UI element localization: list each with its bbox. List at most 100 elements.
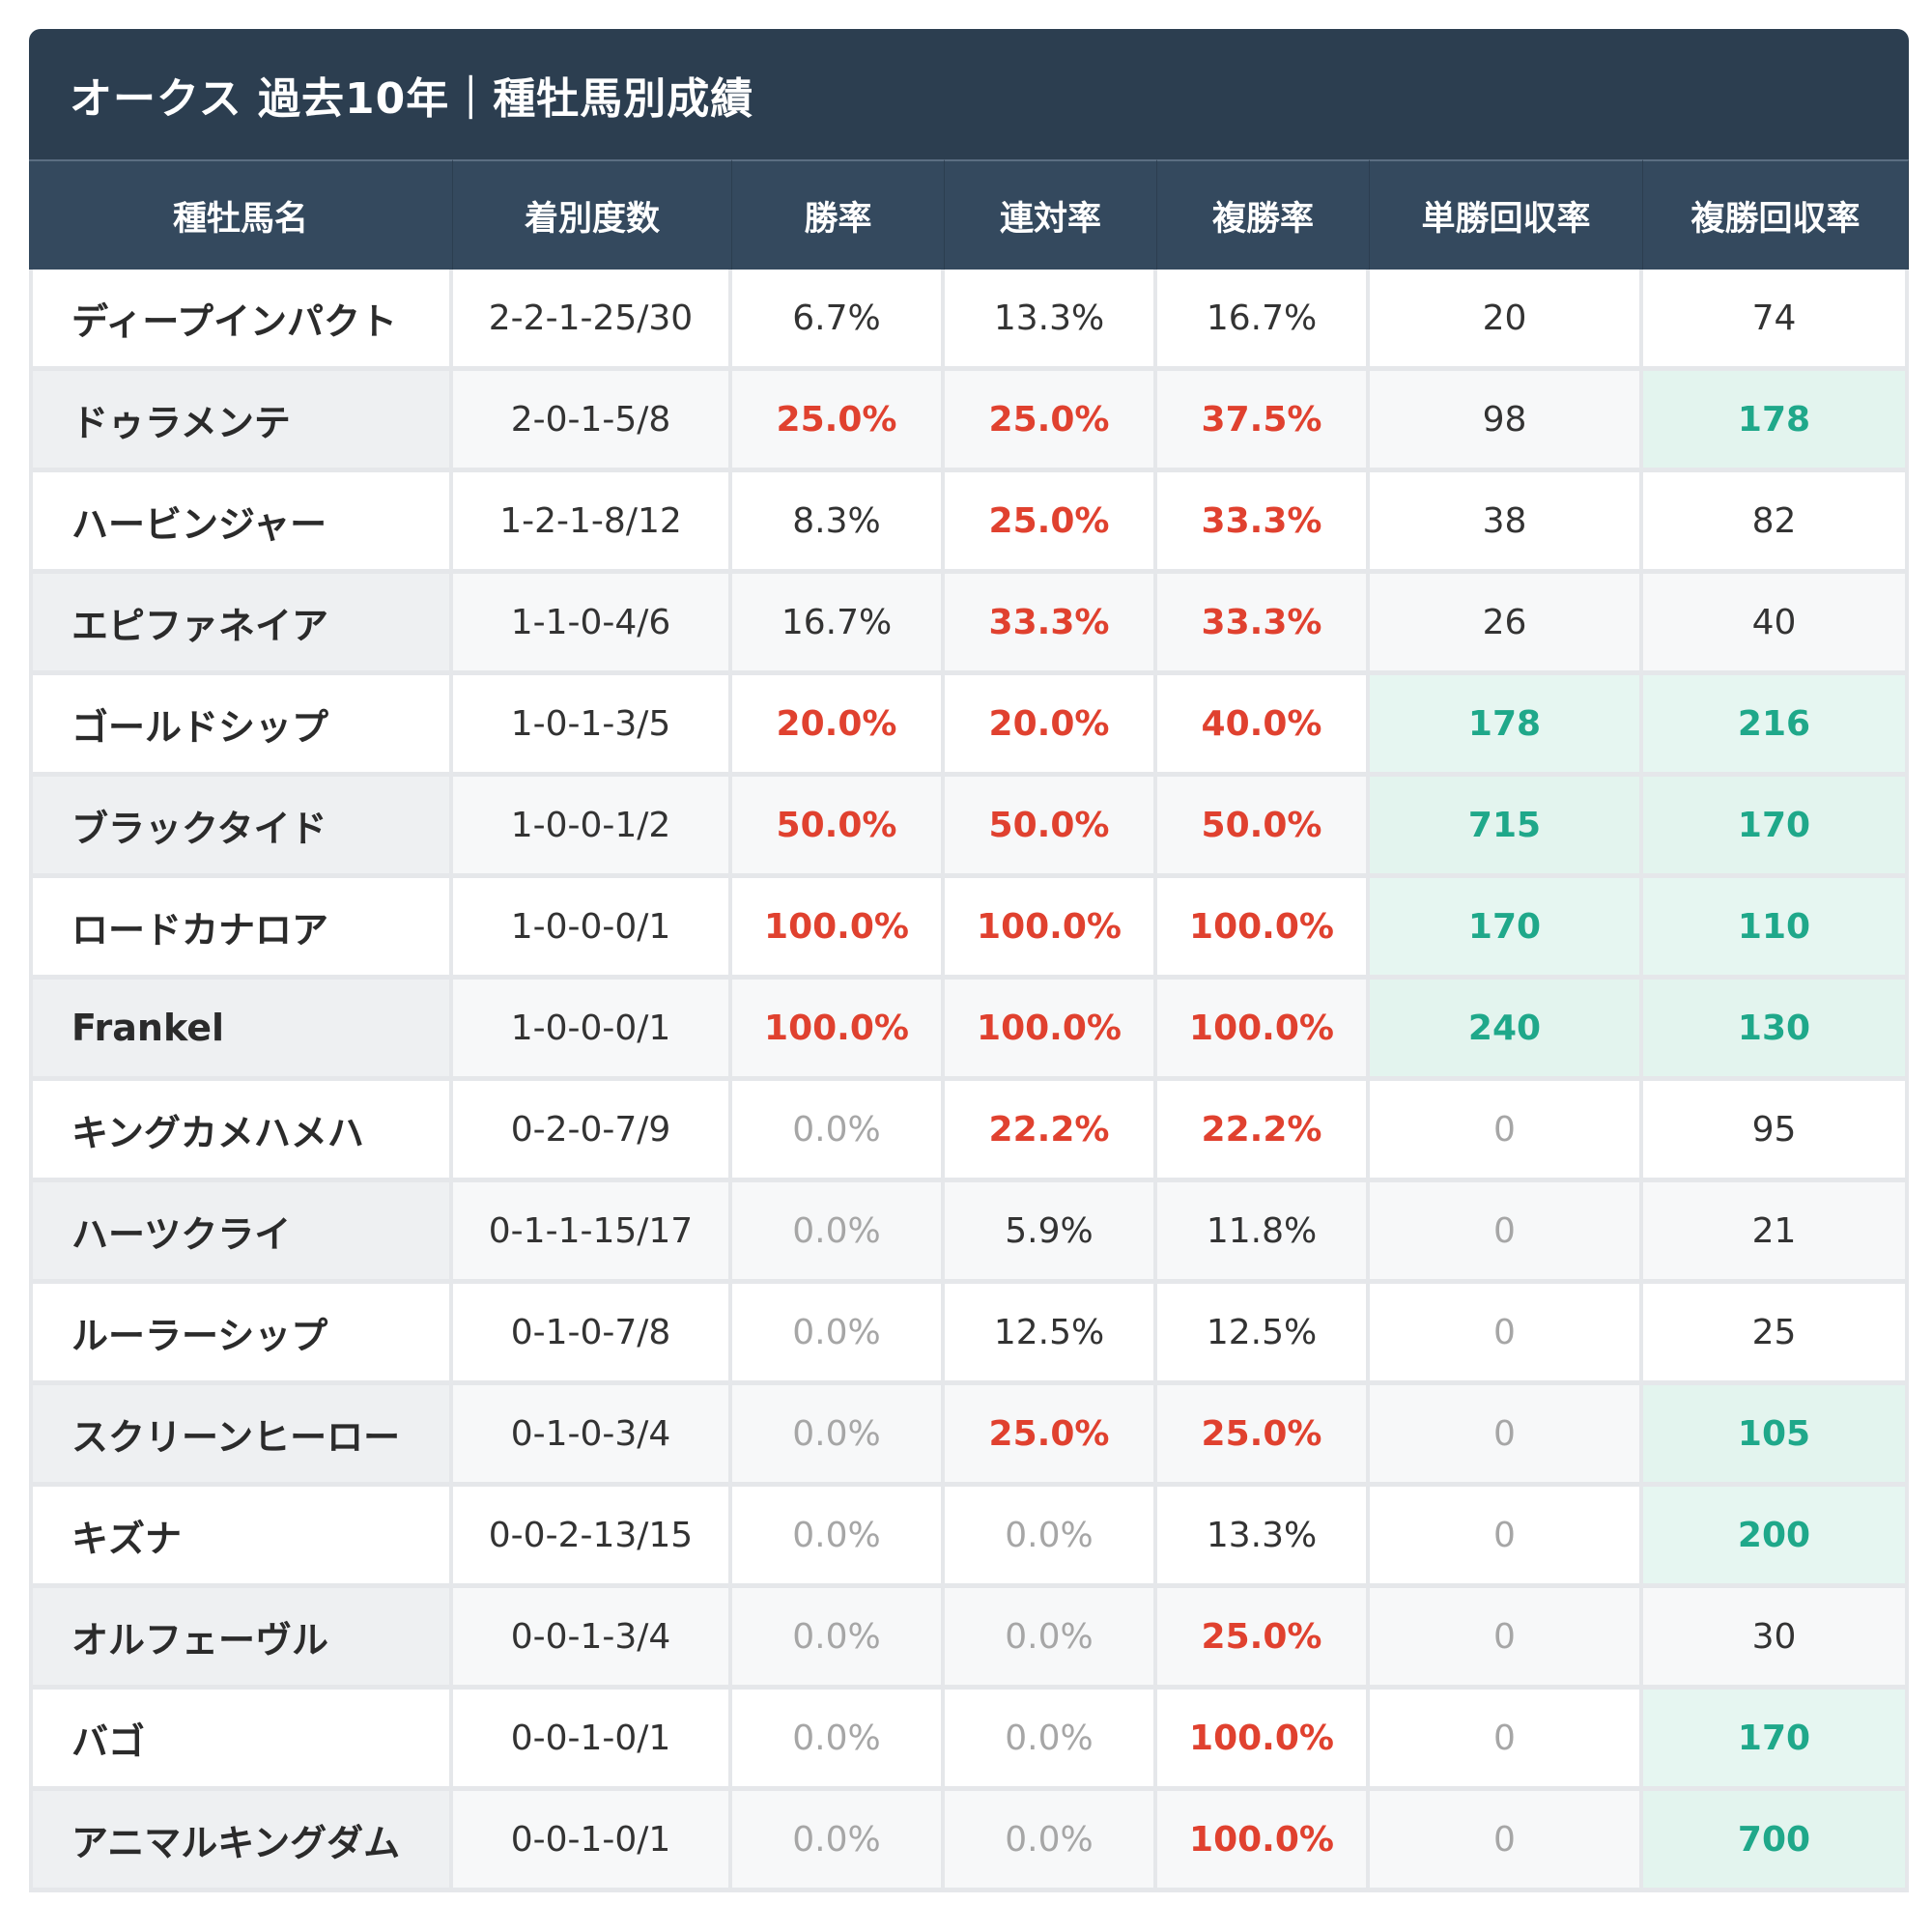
win-return-cell: 0 [1370, 1690, 1643, 1791]
win-return-cell: 240 [1370, 980, 1643, 1081]
place-rate-cell: 100.0% [1157, 878, 1370, 980]
quinella-rate-cell: 33.3% [945, 574, 1157, 675]
quinella-rate-cell: 13.3% [945, 270, 1157, 371]
win-return-cell: 178 [1370, 675, 1643, 777]
record-cell: 0-0-1-0/1 [453, 1690, 732, 1791]
place-return-cell: 178 [1643, 371, 1909, 472]
record-cell: 0-2-0-7/9 [453, 1081, 732, 1182]
record-cell: 1-0-1-3/5 [453, 675, 732, 777]
place-rate-cell: 22.2% [1157, 1081, 1370, 1182]
win-rate-cell: 0.0% [732, 1487, 945, 1588]
place-return-cell: 200 [1643, 1487, 1909, 1588]
record-cell: 1-0-0-0/1 [453, 878, 732, 980]
win-rate-cell: 6.7% [732, 270, 945, 371]
win-rate-cell: 100.0% [732, 980, 945, 1081]
column-header-quinella-rate: 連対率 [945, 159, 1157, 270]
record-cell: 0-0-1-3/4 [453, 1588, 732, 1690]
place-rate-cell: 16.7% [1157, 270, 1370, 371]
place-rate-cell: 13.3% [1157, 1487, 1370, 1588]
record-cell: 0-1-1-15/17 [453, 1182, 732, 1284]
table-row: ハービンジャー 1-2-1-8/12 8.3% 25.0% 33.3% 38 82 [29, 472, 1909, 574]
quinella-rate-cell: 0.0% [945, 1588, 1157, 1690]
place-return-cell: 40 [1643, 574, 1909, 675]
table-row: バゴ 0-0-1-0/1 0.0% 0.0% 100.0% 0 170 [29, 1690, 1909, 1791]
record-cell: 0-0-2-13/15 [453, 1487, 732, 1588]
record-cell: 0-1-0-3/4 [453, 1385, 732, 1487]
place-return-cell: 25 [1643, 1284, 1909, 1385]
win-return-cell: 0 [1370, 1081, 1643, 1182]
quinella-rate-cell: 100.0% [945, 878, 1157, 980]
table-row: ゴールドシップ 1-0-1-3/5 20.0% 20.0% 40.0% 178 216 [29, 675, 1909, 777]
quinella-rate-cell: 25.0% [945, 1385, 1157, 1487]
win-return-cell: 0 [1370, 1284, 1643, 1385]
place-return-cell: 216 [1643, 675, 1909, 777]
page-title: オークス 過去10年｜種牡馬別成績 [29, 29, 1909, 159]
win-return-cell: 98 [1370, 371, 1643, 472]
place-return-cell: 130 [1643, 980, 1909, 1081]
table-row: ハーツクライ 0-1-1-15/17 0.0% 5.9% 11.8% 0 21 [29, 1182, 1909, 1284]
win-return-cell: 20 [1370, 270, 1643, 371]
place-rate-cell: 33.3% [1157, 472, 1370, 574]
sire-name-cell: キングカメハメハ [29, 1081, 453, 1182]
quinella-rate-cell: 12.5% [945, 1284, 1157, 1385]
table-row: ロードカナロア 1-0-0-0/1 100.0% 100.0% 100.0% 170 110 [29, 878, 1909, 980]
win-rate-cell: 0.0% [732, 1284, 945, 1385]
quinella-rate-cell: 25.0% [945, 371, 1157, 472]
place-return-cell: 170 [1643, 777, 1909, 878]
table-row: オルフェーヴル 0-0-1-3/4 0.0% 0.0% 25.0% 0 30 [29, 1588, 1909, 1690]
place-return-cell: 105 [1643, 1385, 1909, 1487]
place-return-cell: 82 [1643, 472, 1909, 574]
sire-name-cell: キズナ [29, 1487, 453, 1588]
win-return-cell: 0 [1370, 1385, 1643, 1487]
place-rate-cell: 33.3% [1157, 574, 1370, 675]
column-header-win-return: 単勝回収率 [1370, 159, 1643, 270]
sire-name-cell: Frankel [29, 980, 453, 1081]
place-rate-cell: 25.0% [1157, 1588, 1370, 1690]
win-rate-cell: 0.0% [732, 1588, 945, 1690]
table-row: ドゥラメンテ 2-0-1-5/8 25.0% 25.0% 37.5% 98 178 [29, 371, 1909, 472]
column-header-place-return: 複勝回収率 [1643, 159, 1909, 270]
win-return-cell: 0 [1370, 1487, 1643, 1588]
table-header-row: 種牡馬名 着別度数 勝率 連対率 複勝率 単勝回収率 複勝回収率 [29, 159, 1909, 270]
sire-name-cell: ディープインパクト [29, 270, 453, 371]
table-row: キズナ 0-0-2-13/15 0.0% 0.0% 13.3% 0 200 [29, 1487, 1909, 1588]
place-rate-cell: 100.0% [1157, 1791, 1370, 1892]
sire-name-cell: ハーツクライ [29, 1182, 453, 1284]
win-rate-cell: 100.0% [732, 878, 945, 980]
place-rate-cell: 25.0% [1157, 1385, 1370, 1487]
record-cell: 2-0-1-5/8 [453, 371, 732, 472]
win-rate-cell: 0.0% [732, 1182, 945, 1284]
quinella-rate-cell: 22.2% [945, 1081, 1157, 1182]
place-return-cell: 21 [1643, 1182, 1909, 1284]
place-return-cell: 110 [1643, 878, 1909, 980]
quinella-rate-cell: 0.0% [945, 1690, 1157, 1791]
win-return-cell: 170 [1370, 878, 1643, 980]
sire-name-cell: ゴールドシップ [29, 675, 453, 777]
record-cell: 1-1-0-4/6 [453, 574, 732, 675]
quinella-rate-cell: 100.0% [945, 980, 1157, 1081]
win-rate-cell: 50.0% [732, 777, 945, 878]
sire-name-cell: ルーラーシップ [29, 1284, 453, 1385]
win-return-cell: 0 [1370, 1182, 1643, 1284]
win-rate-cell: 0.0% [732, 1791, 945, 1892]
quinella-rate-cell: 5.9% [945, 1182, 1157, 1284]
sire-name-cell: エピファネイア [29, 574, 453, 675]
win-rate-cell: 0.0% [732, 1385, 945, 1487]
place-rate-cell: 12.5% [1157, 1284, 1370, 1385]
win-rate-cell: 0.0% [732, 1081, 945, 1182]
record-cell: 0-1-0-7/8 [453, 1284, 732, 1385]
record-cell: 2-2-1-25/30 [453, 270, 732, 371]
place-return-cell: 74 [1643, 270, 1909, 371]
win-rate-cell: 20.0% [732, 675, 945, 777]
place-rate-cell: 11.8% [1157, 1182, 1370, 1284]
place-return-cell: 95 [1643, 1081, 1909, 1182]
win-rate-cell: 0.0% [732, 1690, 945, 1791]
win-return-cell: 26 [1370, 574, 1643, 675]
column-header-place-rate: 複勝率 [1157, 159, 1370, 270]
win-rate-cell: 16.7% [732, 574, 945, 675]
place-return-cell: 170 [1643, 1690, 1909, 1791]
sire-name-cell: オルフェーヴル [29, 1588, 453, 1690]
sire-stats-table: 種牡馬名 着別度数 勝率 連対率 複勝率 単勝回収率 複勝回収率 ディープインパ… [29, 159, 1909, 1892]
column-header-sire: 種牡馬名 [29, 159, 453, 270]
table-row: ブラックタイド 1-0-0-1/2 50.0% 50.0% 50.0% 715 170 [29, 777, 1909, 878]
